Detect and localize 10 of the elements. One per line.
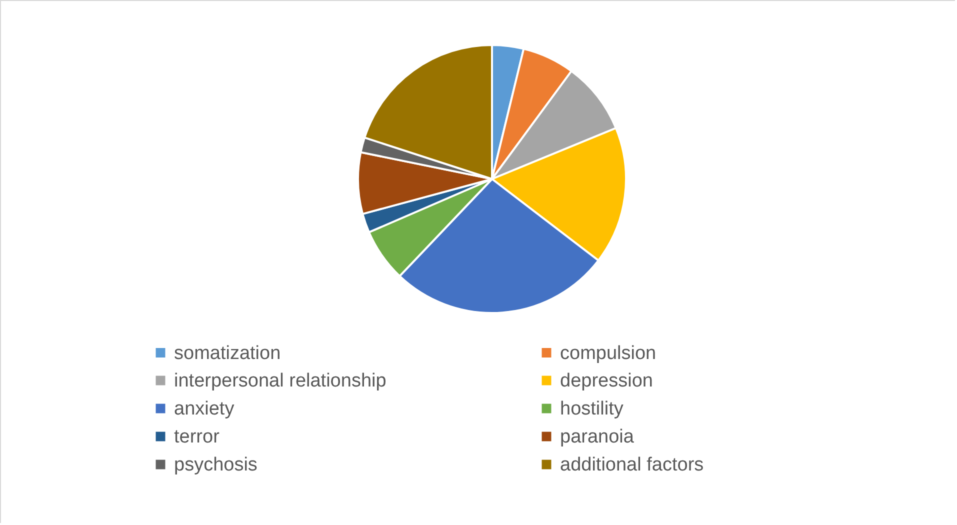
legend-label: terror	[174, 426, 220, 448]
legend-label: compulsion	[560, 342, 656, 364]
legend-label: paranoia	[560, 426, 634, 448]
legend-label: anxiety	[174, 398, 235, 420]
legend-label: interpersonal relationship	[174, 370, 386, 392]
legend-label: depression	[560, 370, 653, 392]
legend-label: psychosis	[174, 454, 258, 476]
legend-label: somatization	[174, 342, 281, 364]
legend-label: hostility	[560, 398, 624, 420]
legend-label: additional factors	[560, 454, 704, 476]
